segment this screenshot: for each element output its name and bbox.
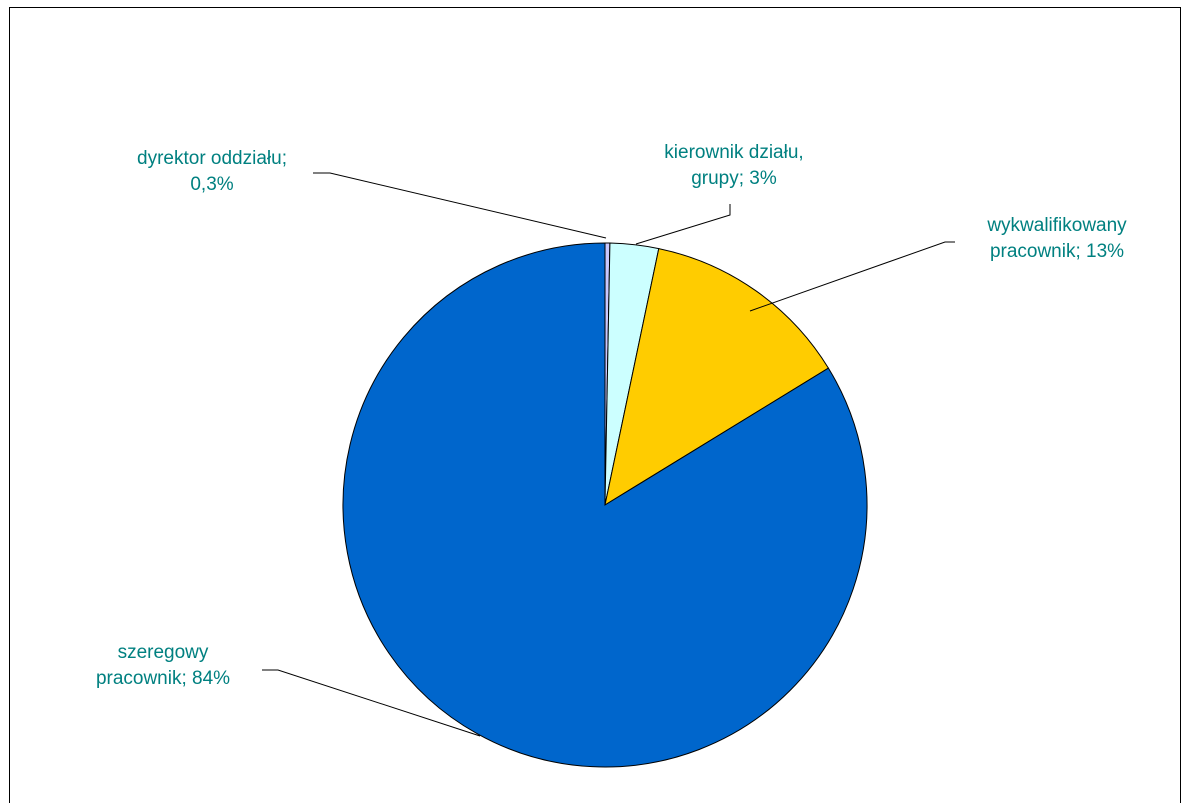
slice-label-wykwalifikowany: wykwalifikowany pracownik; 13% — [987, 213, 1126, 265]
pie-slices — [342, 242, 868, 768]
slice-label-kierownik-line2: grupy; 3% — [691, 168, 777, 189]
leader-line-dyrektor — [313, 172, 607, 239]
leader-line-wykwalifikowany — [749, 241, 955, 312]
leader-line-szeregowy — [262, 669, 481, 737]
chart-frame — [9, 7, 1181, 803]
slice-label-szeregowy-line2: pracownik; 84% — [95, 668, 231, 689]
slice-label-wykwalifikowany-line1: wykwalifikowany — [987, 215, 1127, 236]
slice-label-dyrektor: dyrektor oddziału; 0,3% — [137, 146, 287, 198]
slice-label-dyrektor-line2: 0,3% — [190, 174, 234, 195]
slice-label-wykwalifikowany-line2: pracownik; 13% — [989, 241, 1125, 262]
slice-label-kierownik-line1: kierownik działu, — [664, 142, 804, 163]
slice-label-dyrektor-line1: dyrektor oddziału; — [137, 148, 287, 169]
leader-lines — [262, 172, 955, 737]
leader-line-kierownik — [635, 204, 731, 245]
slice-label-kierownik: kierownik działu, grupy; 3% — [664, 140, 803, 192]
slice-label-szeregowy-line1: szeregowy — [117, 642, 209, 663]
pie-slice-szeregowy — [342, 242, 868, 768]
slice-label-szeregowy: szeregowy pracownik; 84% — [96, 640, 230, 692]
pie-slice-wykwalifikowany — [604, 247, 830, 507]
